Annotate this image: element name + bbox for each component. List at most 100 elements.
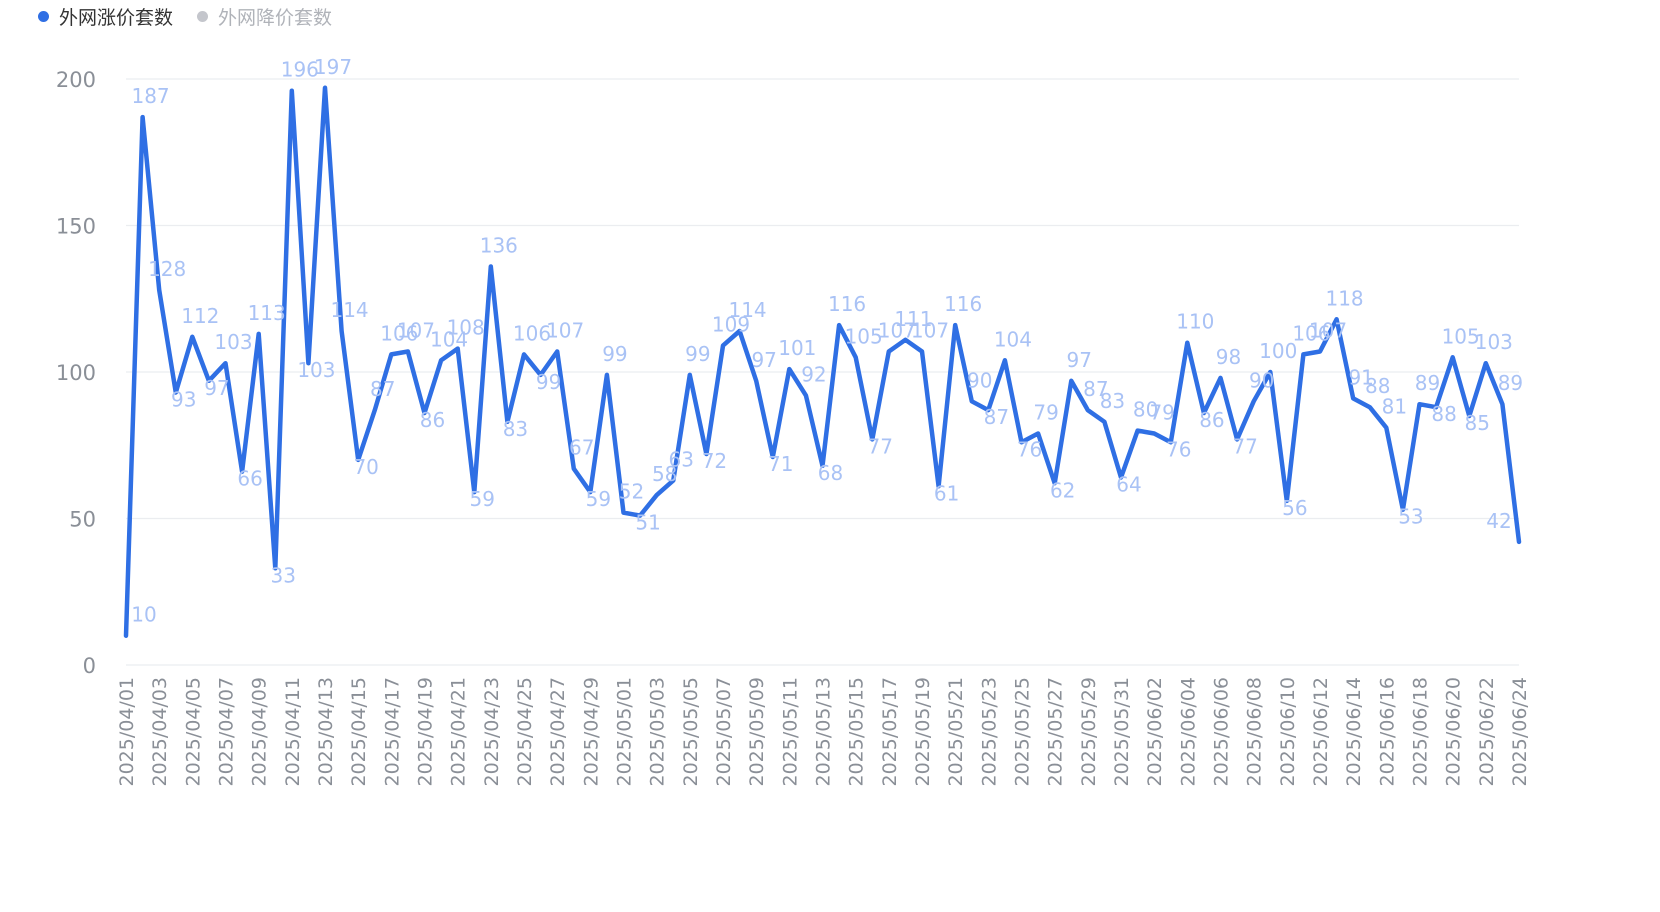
data-label: 89 bbox=[1498, 371, 1523, 395]
data-label: 89 bbox=[1415, 371, 1440, 395]
data-label: 90 bbox=[1249, 368, 1274, 392]
data-label: 64 bbox=[1116, 472, 1141, 496]
data-label: 52 bbox=[619, 480, 644, 504]
x-tick-label: 2025/06/24 bbox=[1509, 677, 1531, 787]
data-label: 97 bbox=[204, 376, 229, 400]
x-tick-label: 2025/06/04 bbox=[1177, 677, 1199, 787]
data-label: 88 bbox=[1365, 374, 1390, 398]
x-tick-label: 2025/05/07 bbox=[713, 677, 735, 787]
x-tick-label: 2025/04/23 bbox=[481, 677, 503, 787]
x-tick-label: 2025/04/05 bbox=[182, 677, 204, 787]
legend-item-price-decrease[interactable]: 外网降价套数 bbox=[197, 3, 332, 30]
x-tick-label: 2025/05/21 bbox=[945, 677, 967, 787]
x-tick-label: 2025/04/03 bbox=[149, 677, 171, 787]
data-label: 116 bbox=[828, 292, 866, 316]
data-label: 77 bbox=[1232, 434, 1257, 458]
x-tick-label: 2025/05/17 bbox=[879, 677, 901, 787]
data-label: 101 bbox=[778, 336, 816, 360]
legend-dot-icon bbox=[197, 10, 209, 22]
data-label: 187 bbox=[131, 84, 169, 108]
data-label: 42 bbox=[1486, 509, 1511, 533]
data-label: 86 bbox=[420, 408, 445, 432]
legend-item-price-increase[interactable]: 外网涨价套数 bbox=[38, 3, 173, 30]
data-label: 107 bbox=[878, 318, 916, 342]
data-label: 97 bbox=[1067, 348, 1092, 372]
data-label: 70 bbox=[353, 455, 378, 479]
data-label: 106 bbox=[380, 321, 418, 345]
x-tick-label: 2025/06/10 bbox=[1277, 677, 1299, 787]
x-tick-label: 2025/05/23 bbox=[978, 677, 1000, 787]
data-label: 59 bbox=[470, 487, 495, 511]
x-tick-label: 2025/06/02 bbox=[1144, 677, 1166, 787]
data-label: 66 bbox=[237, 467, 262, 491]
data-label: 62 bbox=[1050, 478, 1075, 502]
data-label: 87 bbox=[984, 405, 1009, 429]
data-label: 113 bbox=[248, 301, 286, 325]
data-label: 72 bbox=[702, 449, 727, 473]
data-label: 10 bbox=[131, 603, 156, 627]
data-label: 76 bbox=[1166, 437, 1191, 461]
data-label: 97 bbox=[751, 348, 776, 372]
data-label: 116 bbox=[944, 292, 982, 316]
data-label: 106 bbox=[513, 321, 551, 345]
x-tick-label: 2025/06/18 bbox=[1410, 677, 1432, 787]
data-label: 56 bbox=[1282, 496, 1307, 520]
data-label: 83 bbox=[503, 417, 528, 441]
series-line-layer bbox=[123, 85, 1522, 638]
data-label: 88 bbox=[1431, 402, 1456, 426]
data-label: 58 bbox=[652, 462, 677, 486]
data-label: 80 bbox=[1133, 398, 1158, 422]
data-label: 61 bbox=[934, 481, 959, 505]
x-tick-label: 2025/05/31 bbox=[1111, 677, 1133, 787]
data-label: 86 bbox=[1199, 408, 1224, 432]
data-label: 93 bbox=[171, 388, 196, 412]
x-tick-label: 2025/05/25 bbox=[1012, 677, 1034, 787]
data-label: 107 bbox=[546, 318, 584, 342]
data-label: 81 bbox=[1382, 395, 1407, 419]
data-label: 59 bbox=[586, 487, 611, 511]
x-tick-label: 2025/04/29 bbox=[580, 677, 602, 787]
y-tick-label: 0 bbox=[83, 654, 96, 678]
data-label: 79 bbox=[1149, 401, 1174, 425]
x-tick-label: 2025/06/16 bbox=[1376, 677, 1398, 787]
data-label: 108 bbox=[447, 316, 485, 340]
data-label: 107 bbox=[1309, 318, 1347, 342]
x-tick-label: 2025/05/11 bbox=[779, 677, 801, 787]
x-tick-label: 2025/06/12 bbox=[1310, 677, 1332, 787]
data-label: 71 bbox=[768, 452, 793, 476]
data-label: 77 bbox=[868, 434, 893, 458]
x-tick-label: 2025/06/08 bbox=[1244, 677, 1266, 787]
chart-legend: 外网涨价套数 外网降价套数 bbox=[38, 3, 332, 30]
x-tick-label: 2025/04/27 bbox=[547, 677, 569, 787]
legend-label: 外网降价套数 bbox=[218, 6, 333, 29]
data-label: 110 bbox=[1176, 310, 1214, 334]
x-tick-label: 2025/04/19 bbox=[415, 677, 437, 787]
data-label: 87 bbox=[370, 377, 395, 401]
y-tick-label: 200 bbox=[56, 68, 96, 92]
grid-lines bbox=[126, 78, 1519, 666]
data-label: 196 bbox=[281, 58, 319, 82]
x-tick-label: 2025/05/13 bbox=[813, 677, 835, 787]
y-axis: 0 50 100 150 200 bbox=[56, 68, 96, 678]
x-tick-label: 2025/06/22 bbox=[1476, 677, 1498, 787]
x-tick-label: 2025/05/05 bbox=[680, 677, 702, 787]
data-label: 51 bbox=[635, 511, 660, 535]
data-label: 197 bbox=[314, 55, 352, 79]
legend-dot-icon bbox=[38, 10, 49, 22]
data-labels: 1018712893112971036611333196103197114708… bbox=[131, 55, 1523, 627]
data-label: 128 bbox=[148, 257, 186, 281]
data-label: 63 bbox=[669, 447, 694, 471]
x-axis: 2025/04/01 2025/04/03 2025/04/05 2025/04/07… bbox=[116, 677, 1531, 787]
x-tick-label: 2025/05/19 bbox=[912, 677, 934, 787]
x-tick-label: 2025/05/01 bbox=[614, 677, 636, 787]
x-tick-label: 2025/05/27 bbox=[1045, 677, 1067, 787]
x-tick-label: 2025/06/06 bbox=[1211, 677, 1233, 787]
x-tick-label: 2025/05/09 bbox=[746, 677, 768, 787]
series-line-price-increase bbox=[123, 85, 1522, 638]
data-label: 85 bbox=[1465, 411, 1490, 435]
data-label: 33 bbox=[271, 563, 296, 587]
data-label: 105 bbox=[1442, 324, 1480, 348]
data-label: 104 bbox=[430, 327, 468, 351]
legend-label: 外网涨价套数 bbox=[59, 6, 174, 29]
